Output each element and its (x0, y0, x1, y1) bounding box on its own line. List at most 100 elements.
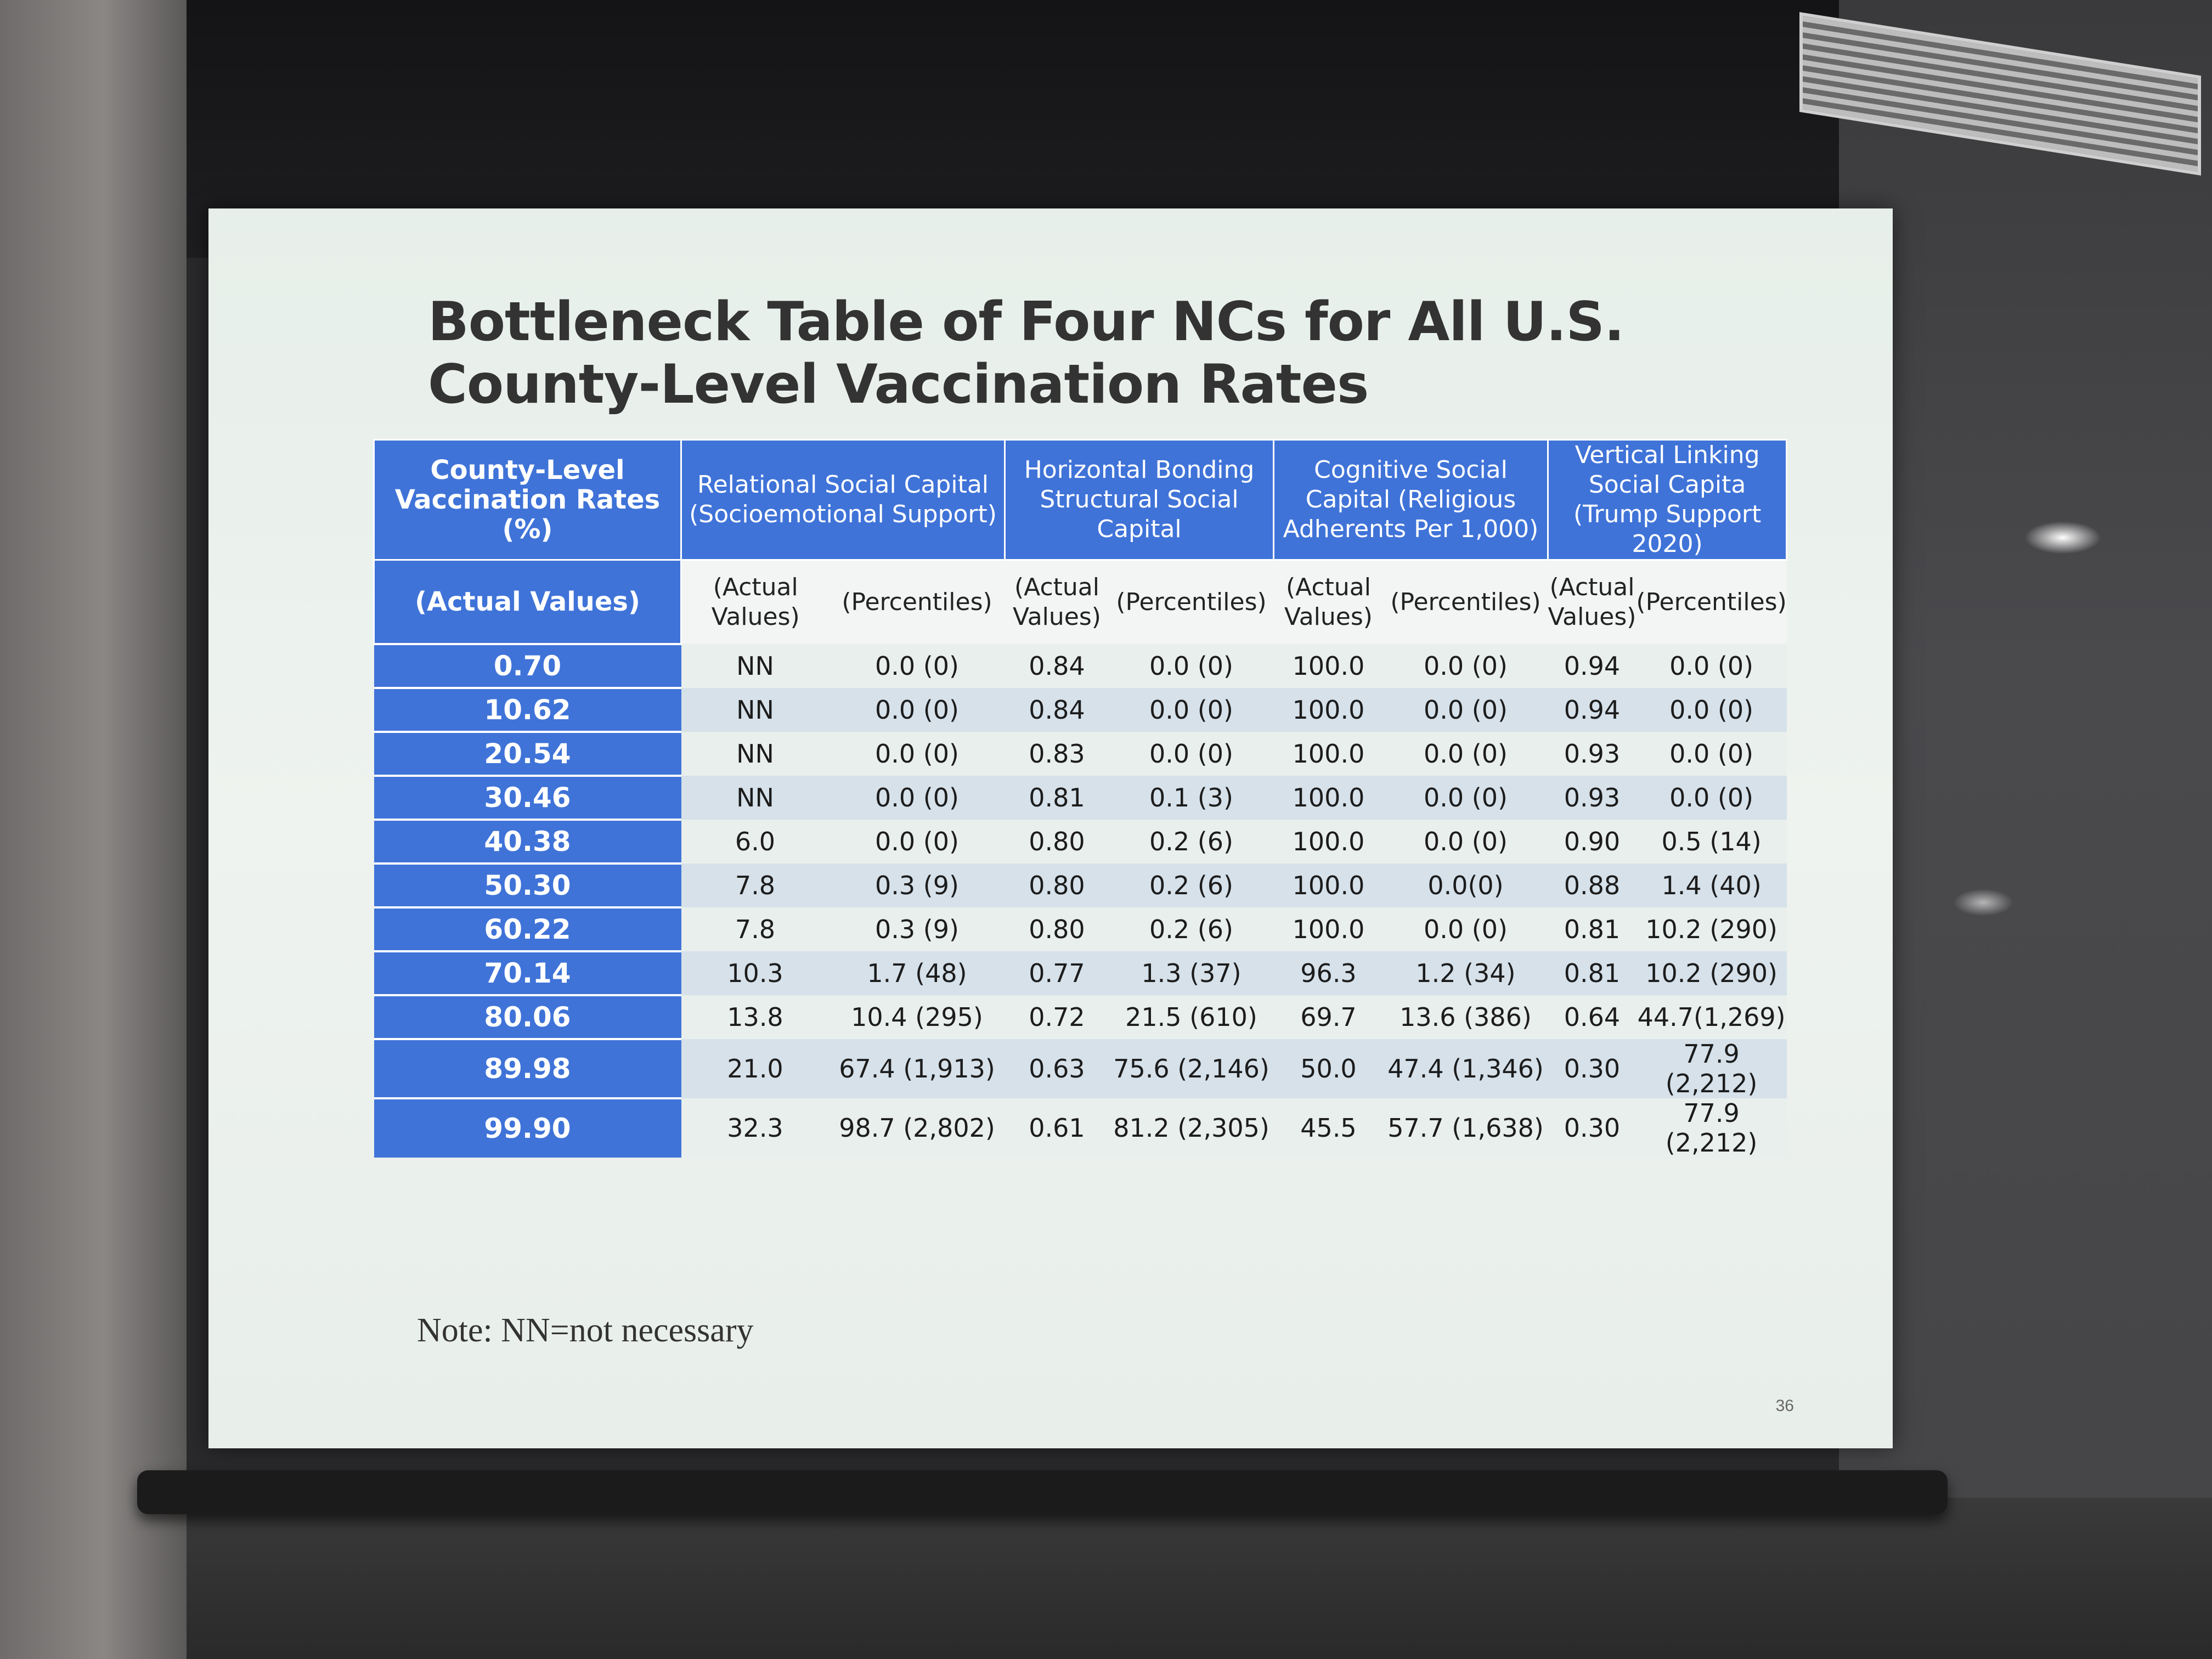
table-row: 70.14 10.3 1.7 (48) 0.77 1.3 (37) 96.3 1.2 (34… (374, 950, 1787, 995)
table-cell: 0.0 (0) (1383, 732, 1548, 776)
subheader-percentiles: (Percentiles) (1109, 560, 1274, 644)
table-cell: 0.0 (0) (1383, 688, 1548, 732)
table-cell: 50.0 (1273, 1039, 1384, 1098)
table-cell: 0.1 (3) (1109, 776, 1274, 820)
bottleneck-table: County-Level Vaccination Rates (%) Relat… (373, 439, 1788, 1158)
vaccination-rate-cell: 40.38 (374, 819, 681, 864)
vaccination-rate-cell: 70.14 (374, 950, 681, 995)
table-row: 99.90 32.3 98.7 (2,802) 0.61 81.2 (2,305) 45.… (374, 1097, 1787, 1158)
table-cell: 45.5 (1273, 1098, 1384, 1158)
table-cell: 0.84 (1005, 644, 1109, 688)
table-cell: 0.0 (0) (829, 732, 1005, 776)
table-cell: 0.72 (1005, 995, 1109, 1039)
table-cell: 32.3 (681, 1098, 830, 1158)
table-cell: 0.81 (1548, 907, 1637, 951)
table-cell: 100.0 (1273, 644, 1384, 688)
vaccination-rate-cell: 99.90 (374, 1097, 681, 1158)
table-cell: 0.30 (1548, 1098, 1637, 1158)
header-cognitive-social-capital: Cognitive Social Capital (Religious Adhe… (1273, 439, 1549, 561)
table-cell: NN (681, 776, 830, 820)
table-cell: 0.61 (1005, 1098, 1109, 1158)
table-row: 50.30 7.8 0.3 (9) 0.80 0.2 (6) 100.0 0.0(0) 0.8… (374, 862, 1787, 907)
table-cell: 44.7(1,269) (1636, 995, 1787, 1039)
table-cell: 0.3 (9) (829, 907, 1005, 951)
table-cell: 100.0 (1273, 864, 1384, 907)
table-cell: 13.6 (386) (1383, 995, 1548, 1039)
table-cell: 75.6 (2,146) (1109, 1039, 1274, 1098)
table-row: 89.98 21.0 67.4 (1,913) 0.63 75.6 (2,146) 50.… (374, 1038, 1787, 1098)
subheader-actual-values: (Actual Values) (373, 559, 682, 645)
subheader-actual-values: (Actual Values) (1005, 560, 1109, 644)
table-cell: 0.94 (1548, 644, 1637, 688)
vaccination-rate-cell: 89.98 (374, 1038, 681, 1098)
table-cell: 6.0 (681, 820, 830, 864)
vaccination-rate-cell: 60.22 (374, 906, 681, 951)
table-cell: 10.4 (295) (829, 995, 1005, 1039)
table-cell: 0.2 (6) (1109, 820, 1274, 864)
table-cell: 0.88 (1548, 864, 1637, 907)
table-cell: 0.2 (6) (1109, 907, 1274, 951)
table-cell: 1.4 (40) (1636, 864, 1787, 907)
table-cell: 1.3 (37) (1109, 951, 1274, 995)
vaccination-rate-cell: 10.62 (374, 687, 681, 732)
table-cell: 13.8 (681, 995, 830, 1039)
subheader-actual-values: (Actual Values) (681, 560, 830, 644)
table-cell: 0.0 (0) (1383, 907, 1548, 951)
table-cell: 0.0 (0) (829, 644, 1005, 688)
table-cell: 0.0 (0) (1636, 732, 1787, 776)
wall-light-reflection (1953, 889, 2013, 916)
table-row: 10.62 NN 0.0 (0) 0.84 0.0 (0) 100.0 0.0 (0) 0.9… (374, 687, 1787, 732)
table-cell: 10.2 (290) (1636, 951, 1787, 995)
table-cell: NN (681, 732, 830, 776)
table-cell: 0.0 (0) (1109, 732, 1274, 776)
table-cell: 0.0 (0) (829, 776, 1005, 820)
table-cell: 100.0 (1273, 732, 1384, 776)
table-cell: 67.4 (1,913) (829, 1039, 1005, 1098)
table-cell: 100.0 (1273, 688, 1384, 732)
table-cell: 0.81 (1005, 776, 1109, 820)
table-cell: 77.9 (2,212) (1636, 1098, 1787, 1158)
wall-light-reflection (2024, 521, 2101, 554)
slide-title: Bottleneck Table of Four NCs for All U.S… (428, 291, 1624, 416)
table-cell: 0.2 (6) (1109, 864, 1274, 907)
table-cell: 21.0 (681, 1039, 830, 1098)
table-cell: 0.3 (9) (829, 864, 1005, 907)
table-cell: 0.5 (14) (1636, 820, 1787, 864)
table-cell: 0.0 (0) (1636, 688, 1787, 732)
table-cell: 0.0(0) (1383, 864, 1548, 907)
subheader-percentiles: (Percentiles) (1383, 560, 1548, 644)
table-cell: 0.0 (0) (1383, 776, 1548, 820)
table-cell: 0.80 (1005, 907, 1109, 951)
table-row: 80.06 13.8 10.4 (295) 0.72 21.5 (610) 69.7 13.… (374, 994, 1787, 1039)
table-cell: 1.2 (34) (1383, 951, 1548, 995)
table-cell: 0.63 (1005, 1039, 1109, 1098)
table-cell: 0.93 (1548, 732, 1637, 776)
table-cell: 0.93 (1548, 776, 1637, 820)
table-cell: 0.0 (0) (1636, 644, 1787, 688)
table-cell: 0.0 (0) (1109, 688, 1274, 732)
table-row: 20.54 NN 0.0 (0) 0.83 0.0 (0) 100.0 0.0 (0) 0.9… (374, 731, 1787, 776)
table-cell: 0.0 (0) (1636, 776, 1787, 820)
table-cell: 81.2 (2,305) (1109, 1098, 1274, 1158)
table-cell: 77.9 (2,212) (1636, 1039, 1787, 1098)
header-horizontal-bonding: Horizontal Bonding Structural Social Cap… (1004, 439, 1274, 561)
floor-area (187, 1498, 2212, 1659)
table-cell: 7.8 (681, 864, 830, 907)
table-cell: 0.0 (0) (829, 688, 1005, 732)
vaccination-rate-cell: 50.30 (374, 862, 681, 907)
subheader-percentiles: (Percentiles) (829, 560, 1005, 644)
vaccination-rate-cell: 30.46 (374, 775, 681, 820)
table-cell: 0.83 (1005, 732, 1109, 776)
table-cell: 10.2 (290) (1636, 907, 1787, 951)
table-cell: 0.90 (1548, 820, 1637, 864)
left-wall (0, 0, 187, 1659)
table-cell: 1.7 (48) (829, 951, 1005, 995)
table-cell: 0.0 (0) (1109, 644, 1274, 688)
table-cell: 100.0 (1273, 820, 1384, 864)
table-cell: 0.0 (0) (829, 820, 1005, 864)
table-row: 0.70 NN 0.0 (0) 0.84 0.0 (0) 100.0 0.0 (0) 0.94… (374, 643, 1787, 688)
table-cell: 57.7 (1,638) (1383, 1098, 1548, 1158)
right-wall (1839, 0, 2212, 1659)
slide-number: 36 (1775, 1397, 1794, 1415)
table-cell: 0.0 (0) (1383, 820, 1548, 864)
